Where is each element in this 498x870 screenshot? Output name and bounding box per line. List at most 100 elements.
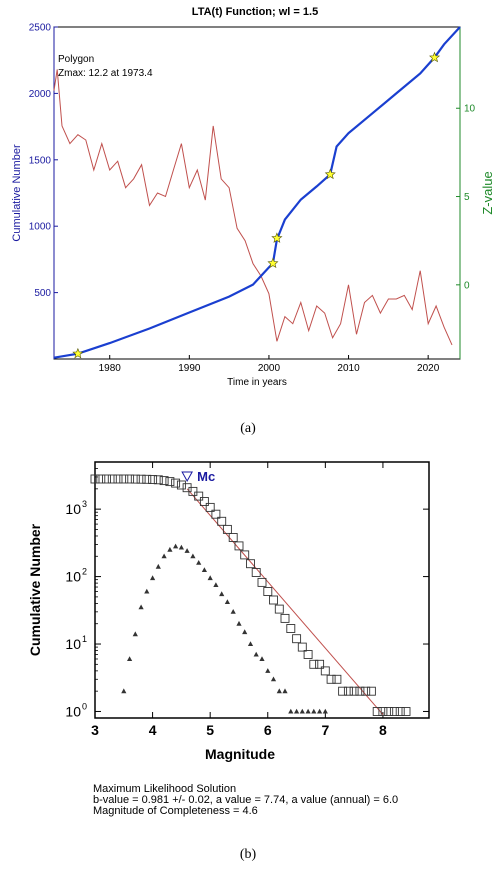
y-tick-label-right: 0 xyxy=(464,280,470,291)
cumulative-square xyxy=(251,568,261,577)
cumulative-square xyxy=(90,474,100,484)
fit-line-b xyxy=(186,488,384,715)
gr-fit-line xyxy=(186,488,384,715)
cumulative-square xyxy=(269,595,278,605)
cumulative-square xyxy=(171,478,181,488)
y-tick-label-left: 1000 xyxy=(29,222,52,233)
cumulative-square xyxy=(136,474,146,484)
star-marker xyxy=(72,347,84,359)
cumulative-square xyxy=(315,659,325,669)
cumulative-square xyxy=(217,516,227,526)
y-axis-label-left-a: Cumulative Number xyxy=(11,144,23,242)
noncumulative-triangle xyxy=(155,563,161,569)
noncumulative-triangle xyxy=(282,688,288,694)
cumulative-square xyxy=(320,666,330,676)
x-tick-label: 1990 xyxy=(178,363,201,374)
cumulative-line xyxy=(53,26,461,359)
annotation-zmax: Zmax: 12.2 at 1973.4 xyxy=(58,68,153,79)
cumulative-square xyxy=(194,491,204,501)
y-tick-exponent-b: 3 xyxy=(82,499,87,509)
noncumulative-triangle xyxy=(242,629,248,635)
solution-title: Maximum Likelihood Solution xyxy=(93,783,236,795)
cumulative-square xyxy=(401,707,411,716)
cumulative-square xyxy=(326,674,336,684)
cumulative-square xyxy=(372,707,382,716)
cumulative-square xyxy=(107,474,117,484)
y-tick-label-b: 10 xyxy=(65,569,81,585)
cumulative-square xyxy=(113,474,123,484)
y-tick-exponent-b: 0 xyxy=(82,701,87,711)
noncumulative-triangle xyxy=(167,546,173,552)
chart-title: LTA(t) Function; wl = 1.5 xyxy=(192,6,318,18)
x-tick-label-b: 6 xyxy=(264,722,272,738)
cumulative-square xyxy=(309,659,319,669)
x-tick-label-b: 7 xyxy=(321,722,329,738)
x-axis-label-a: Time in years xyxy=(227,377,287,388)
x-tick-label-b: 5 xyxy=(206,722,214,738)
y-axis-label-right-a: Z-value xyxy=(480,171,495,214)
y-tick-label-b: 10 xyxy=(65,703,81,719)
cumulative-square xyxy=(343,686,353,696)
noncumulative-triangle xyxy=(190,553,196,559)
cumulative-square xyxy=(165,477,175,487)
noncumulative-triangle xyxy=(144,588,150,594)
cumulative-square xyxy=(355,686,365,696)
cumulative-square xyxy=(395,707,405,716)
noncumulative-triangle xyxy=(270,676,277,682)
cumulative-square xyxy=(338,686,348,696)
cumulative-square xyxy=(159,476,169,486)
cumulative-square xyxy=(274,604,284,614)
star-marker xyxy=(324,168,336,180)
star-marker xyxy=(267,257,279,269)
noncumulative-triangle xyxy=(247,641,254,646)
y-ticks-right-a: 0 5 10 xyxy=(456,27,476,359)
zvalue-line xyxy=(53,69,453,346)
mc-label: Mc xyxy=(197,469,215,484)
noncumulative-triangle xyxy=(299,708,305,714)
mc-marker: Mc xyxy=(181,469,215,484)
noncumulative-triangle xyxy=(288,708,294,714)
panel-a-caption: (a) xyxy=(240,421,256,436)
noncumulative-triangle xyxy=(236,620,242,626)
cumulative-square xyxy=(280,613,290,623)
y-tick-exponent-b: 1 xyxy=(82,634,87,644)
cumulative-square xyxy=(240,550,250,560)
noncumulative-triangle xyxy=(196,560,202,565)
cumulative-square xyxy=(384,707,394,716)
y-ticks-left-a: 500 1000 1500 2000 2500 xyxy=(29,23,58,359)
noncumulative-triangle xyxy=(276,688,282,694)
noncumulative-points-b xyxy=(121,543,328,714)
x-tick-label-b: 3 xyxy=(91,722,99,738)
noncumulative-triangle xyxy=(317,708,323,714)
plot-area-b xyxy=(94,461,430,719)
y-tick-exponent-b: 2 xyxy=(82,567,87,577)
y-tick-label-b: 10 xyxy=(65,636,81,652)
noncumulative-triangle xyxy=(311,708,317,714)
y-tick-label-right: 5 xyxy=(464,192,470,203)
y-axis-label-b: Cumulative Number xyxy=(27,523,43,656)
cumulative-square xyxy=(366,686,376,696)
noncumulative-triangle xyxy=(201,567,207,572)
noncumulative-triangle xyxy=(127,656,133,661)
series-lines-a xyxy=(53,26,461,359)
x-ticks-b: 3 4 5 6 7 8 xyxy=(91,462,387,738)
noncumulative-triangle xyxy=(121,688,127,694)
cumulative-square xyxy=(332,674,342,684)
noncumulative-triangle xyxy=(294,708,300,714)
annotation-polygon: Polygon xyxy=(58,54,94,65)
star-marker xyxy=(271,232,283,243)
noncumulative-triangle xyxy=(219,591,225,597)
noncumulative-triangle xyxy=(305,708,311,714)
plot-area-a xyxy=(53,26,461,360)
cumulative-square xyxy=(257,577,267,587)
solution-b-value: b-value = 0.981 +/- 0.02, a value = 7.74… xyxy=(93,794,398,806)
cumulative-square xyxy=(389,707,399,716)
noncumulative-triangle xyxy=(161,553,167,559)
cumulative-square xyxy=(292,634,302,644)
y-tick-label-b: 10 xyxy=(65,501,81,517)
cumulative-square xyxy=(303,650,313,659)
cumulative-square xyxy=(205,502,215,512)
cumulative-square xyxy=(234,541,244,551)
noncumulative-triangle xyxy=(230,609,236,614)
